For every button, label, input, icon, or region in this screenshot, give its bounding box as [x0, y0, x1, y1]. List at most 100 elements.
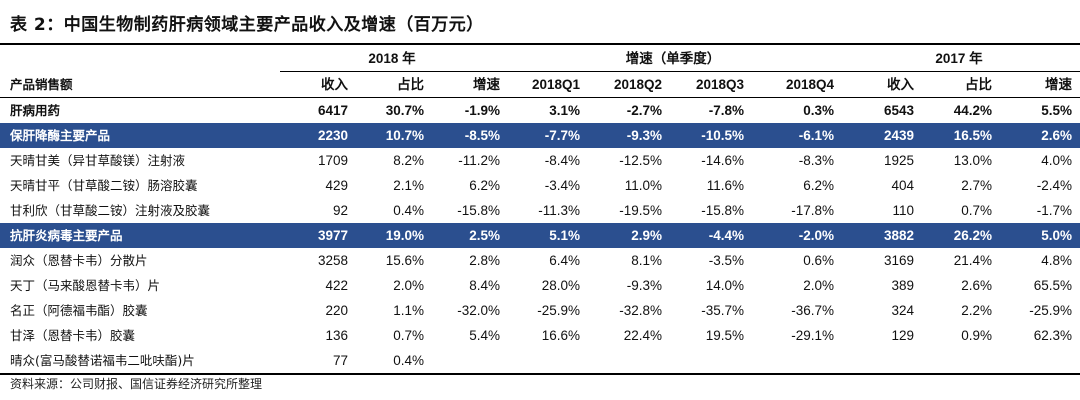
value-cell: -17.8% — [791, 203, 834, 218]
value-cell — [922, 348, 1000, 375]
value-cell: -2.7% — [626, 103, 662, 118]
product-name-cell: 润众（恩替卡韦）分散片 — [10, 253, 148, 268]
value-cell: -1.9% — [464, 103, 500, 118]
value-cell: 136 — [325, 328, 348, 343]
column-header: 2018Q3 — [670, 71, 752, 98]
table-row: 天丁（马来酸恩替卡韦）片 422 2.0% 8.4% 28.0% -9.3% 14.0% 2.… — [0, 273, 1080, 298]
value-cell: -19.5% — [619, 203, 662, 218]
value-cell: 324 — [891, 303, 914, 318]
value-cell: -9.3% — [626, 278, 662, 293]
value-cell: 0.6% — [803, 253, 834, 268]
value-cell: 2.0% — [803, 278, 834, 293]
value-cell: 2.7% — [961, 178, 992, 193]
value-cell: 5.1% — [508, 223, 588, 248]
product-name-cell: 肝病用药 — [10, 103, 61, 118]
table-title: 表 2：中国生物制药肝病领域主要产品收入及增速（百万元） — [10, 15, 484, 35]
table-row: 天晴甘美（异甘草酸镁）注射液 1709 8.2% -11.2% -8.4% -12.5% -… — [0, 148, 1080, 173]
value-cell: 2.6% — [1000, 123, 1080, 148]
value-cell: 3977 — [280, 223, 356, 248]
value-cell: 1709 — [317, 153, 348, 168]
value-cell: 11.6% — [706, 178, 744, 193]
value-cell: 44.2% — [953, 103, 992, 118]
column-header: 2018Q2 — [588, 71, 670, 98]
value-cell: 6417 — [317, 103, 348, 118]
value-cell: 4.8% — [1041, 253, 1072, 268]
value-cell: -7.7% — [508, 123, 588, 148]
value-cell: 422 — [325, 278, 348, 293]
value-cell: 92 — [332, 203, 348, 218]
table-row: 润众（恩替卡韦）分散片 3258 15.6% 2.8% 6.4% 8.1% -3.5% 0.6… — [0, 248, 1080, 273]
value-cell: 5.4% — [469, 328, 500, 343]
product-name-cell: 名正（阿德福韦酯）胶囊 — [10, 303, 148, 318]
value-cell: -7.8% — [708, 103, 744, 118]
value-cell: -11.3% — [538, 203, 580, 218]
value-cell: 21.4% — [953, 253, 992, 268]
value-cell: -4.4% — [670, 223, 752, 248]
value-cell: 2.0% — [393, 278, 424, 293]
group-header-row: 2018 年 增速（单季度） 2017 年 — [0, 46, 1080, 72]
value-cell: 16.5% — [922, 123, 1000, 148]
value-cell: 8.2% — [393, 153, 424, 168]
value-cell: 22.4% — [623, 328, 662, 343]
value-cell: 19.0% — [356, 223, 432, 248]
column-header: 占比 — [922, 71, 1000, 98]
value-cell — [588, 348, 670, 375]
value-cell: 2439 — [842, 123, 922, 148]
column-header-row: 产品销售额 收入 占比 增速 2018Q1 2018Q2 2018Q3 2018… — [0, 71, 1080, 98]
value-cell: 3882 — [842, 223, 922, 248]
column-header: 2018Q1 — [508, 71, 588, 98]
value-cell: 129 — [891, 328, 914, 343]
title-rule — [0, 43, 1080, 45]
value-cell: -15.8% — [457, 203, 500, 218]
value-cell — [670, 348, 752, 375]
value-cell: -2.4% — [1036, 178, 1072, 193]
value-cell: 2.5% — [432, 223, 508, 248]
value-cell: 2.9% — [588, 223, 670, 248]
value-cell: 10.7% — [356, 123, 432, 148]
value-cell: 6543 — [883, 103, 914, 118]
value-cell: -3.4% — [544, 178, 580, 193]
value-cell: -12.5% — [619, 153, 662, 168]
value-cell: 11.0% — [624, 178, 662, 193]
value-cell: 0.3% — [803, 103, 834, 118]
value-cell: 0.7% — [961, 203, 992, 218]
table-row: 晴众(富马酸替诺福韦二吡呋酯)片 77 0.4% — [0, 348, 1080, 375]
value-cell: 404 — [891, 178, 914, 193]
column-header: 产品销售额 — [0, 71, 280, 98]
value-cell: -15.8% — [701, 203, 744, 218]
value-cell: 0.4% — [393, 203, 424, 218]
value-cell: 19.5% — [705, 328, 744, 343]
value-cell: 8.1% — [631, 253, 662, 268]
table-row: 甘泽（恩替卡韦）胶囊 136 0.7% 5.4% 16.6% 22.4% 19.5% -29.… — [0, 323, 1080, 348]
value-cell — [1000, 348, 1080, 375]
value-cell: 2230 — [280, 123, 356, 148]
value-cell: -8.5% — [432, 123, 508, 148]
value-cell: 3.1% — [549, 103, 580, 118]
column-header: 增速 — [1000, 71, 1080, 98]
value-cell: 30.7% — [385, 103, 424, 118]
total-row: 肝病用药 6417 30.7% -1.9% 3.1% -2.7% -7.8% 0.3% 6543… — [0, 98, 1080, 124]
value-cell: -25.9% — [1029, 303, 1072, 318]
source-note: 资料来源：公司财报、国信证券经济研究所整理 — [10, 377, 263, 391]
value-cell: 5.0% — [1000, 223, 1080, 248]
value-cell: 13.0% — [953, 153, 992, 168]
value-cell: -25.9% — [537, 303, 580, 318]
value-cell: -14.6% — [701, 153, 744, 168]
value-cell: 77 — [280, 348, 356, 375]
column-header: 收入 — [280, 71, 356, 98]
value-cell: -11.2% — [458, 153, 500, 168]
value-cell: -32.8% — [619, 303, 662, 318]
category-row: 保肝降酶主要产品 2230 10.7% -8.5% -7.7% -9.3% -10.5% -6… — [0, 123, 1080, 148]
value-cell: -35.7% — [701, 303, 744, 318]
value-cell: 15.6% — [385, 253, 424, 268]
product-name-cell: 抗肝炎病毒主要产品 — [0, 223, 280, 248]
table-row: 甘利欣（甘草酸二铵）注射液及胶囊 92 0.4% -15.8% -11.3% -19.5%… — [0, 198, 1080, 223]
value-cell: 0.7% — [393, 328, 424, 343]
value-cell: -9.3% — [588, 123, 670, 148]
value-cell: 8.4% — [469, 278, 500, 293]
value-cell: 429 — [325, 178, 348, 193]
value-cell: 62.3% — [1033, 328, 1072, 343]
value-cell: 6.2% — [469, 178, 500, 193]
product-name-cell: 晴众(富马酸替诺福韦二吡呋酯)片 — [0, 348, 280, 375]
column-header: 占比 — [356, 71, 432, 98]
